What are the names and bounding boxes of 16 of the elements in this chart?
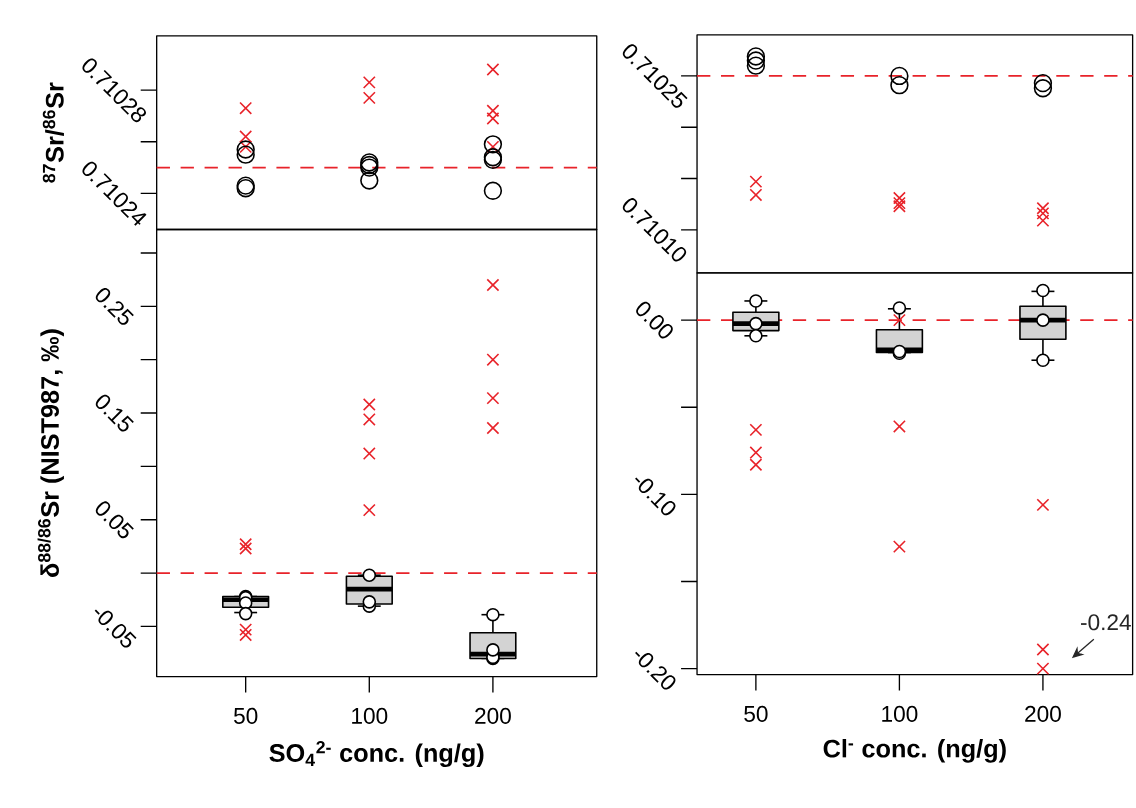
- x-tick-label: 200: [1025, 705, 1061, 722]
- x-tick-label: 100: [882, 705, 918, 722]
- y-axis-title: $^{87}$Sr/$^{86}$Sr: [42, 82, 64, 183]
- x-tick-label: 200: [475, 707, 511, 724]
- y-tick-label: 0.25: [95, 287, 134, 325]
- x-axis-title: Cl$^{-}$ conc. (ng/g): [823, 738, 1006, 763]
- x-tick-label: 50: [744, 705, 768, 722]
- x-axis-title: SO$_{4}$$^{2-}$ conc. (ng/g): [269, 740, 484, 767]
- annotation: -0.24: [1081, 614, 1131, 631]
- y-tick-label: 0.15: [95, 394, 134, 432]
- y-axis-title: δ$^{88/86}$Sr (NIST987, ‰): [37, 329, 64, 577]
- y-tick-label: -0.20: [635, 651, 676, 690]
- x-tick-label: 100: [352, 707, 388, 724]
- x-tick-label: 50: [234, 707, 258, 724]
- y-tick-label: 0.05: [95, 501, 134, 539]
- y-tick-label: 0.00: [636, 301, 673, 339]
